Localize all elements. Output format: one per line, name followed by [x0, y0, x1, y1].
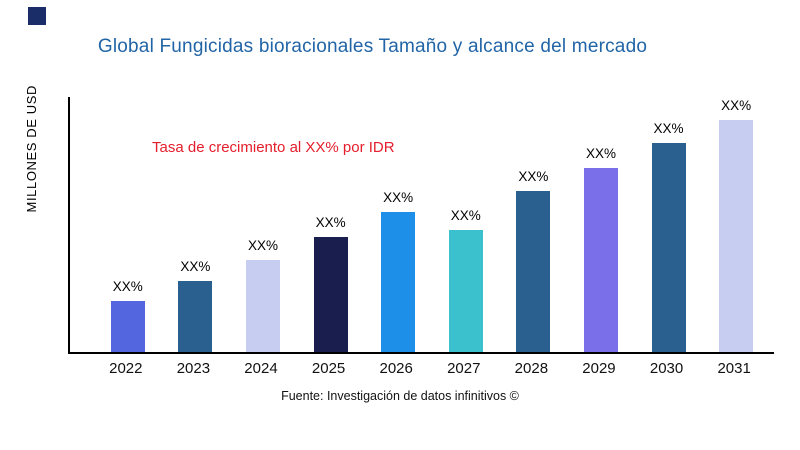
bar-value-label: XX%	[518, 169, 549, 185]
bar-2022	[110, 301, 145, 352]
chart-title: Global Fungicidas bioracionales Tamaño y…	[97, 36, 648, 57]
bar-column-2023: XX%	[162, 97, 230, 352]
x-axis-tick-labels: 2022 2023 2024 2025 2026 2027 2028 2029 2030 2031	[68, 360, 772, 377]
bar-2023	[178, 280, 213, 352]
bar-2028	[516, 191, 551, 352]
x-tick-2029: 2029	[582, 360, 616, 377]
bar-series: XX% XX% XX% XX% XX% XX% XX% XX% XX% XX%	[70, 97, 774, 352]
plot-area: Tasa de crecimiento al XX% por IDR XX% XX…	[68, 97, 774, 354]
bar-value-label: XX%	[315, 215, 346, 231]
bar-value-label: XX%	[653, 120, 684, 136]
bar-value-label: XX%	[721, 97, 752, 113]
bar-2027	[448, 229, 483, 352]
y-axis-label: MILLONES DE USD	[24, 85, 39, 213]
x-tick-2025: 2025	[311, 360, 346, 377]
bar-value-label: XX%	[180, 258, 211, 274]
bar-value-label: XX%	[247, 238, 278, 254]
bar-column-2026: XX%	[364, 97, 432, 352]
bar-value-label: XX%	[383, 189, 414, 205]
x-tick-2030: 2030	[649, 360, 684, 377]
bar-column-2029: XX%	[567, 97, 635, 352]
bar-column-2028: XX%	[500, 97, 568, 352]
bar-value-label: XX%	[112, 279, 143, 294]
x-tick-2031: 2031	[717, 360, 751, 377]
bar-2030	[651, 142, 686, 352]
bar-column-2031: XX%	[702, 97, 770, 352]
bar-column-2027: XX%	[432, 97, 500, 352]
x-tick-2026: 2026	[379, 360, 413, 377]
bar-2029	[583, 168, 618, 352]
bar-2024	[245, 260, 280, 352]
bar-column-2025: XX%	[297, 97, 365, 352]
source-attribution: Fuente: Investigación de datos infinitiv…	[281, 389, 519, 403]
bar-2025	[313, 237, 348, 352]
growth-rate-annotation: Tasa de crecimiento al XX% por IDR	[152, 139, 395, 156]
x-tick-2023: 2023	[176, 360, 211, 377]
x-tick-2022: 2022	[109, 360, 143, 377]
bar-value-label: XX%	[585, 146, 616, 162]
x-tick-2024: 2024	[244, 360, 278, 377]
brand-logo-square	[28, 7, 46, 25]
bar-column-2024: XX%	[229, 97, 297, 352]
x-tick-2027: 2027	[447, 360, 481, 377]
bar-2026	[381, 211, 416, 352]
bar-value-label: XX%	[450, 207, 481, 223]
bar-column-2030: XX%	[635, 97, 703, 352]
bar-2031	[719, 119, 754, 352]
x-tick-2028: 2028	[514, 360, 549, 377]
bar-column-2022: XX%	[94, 97, 162, 352]
